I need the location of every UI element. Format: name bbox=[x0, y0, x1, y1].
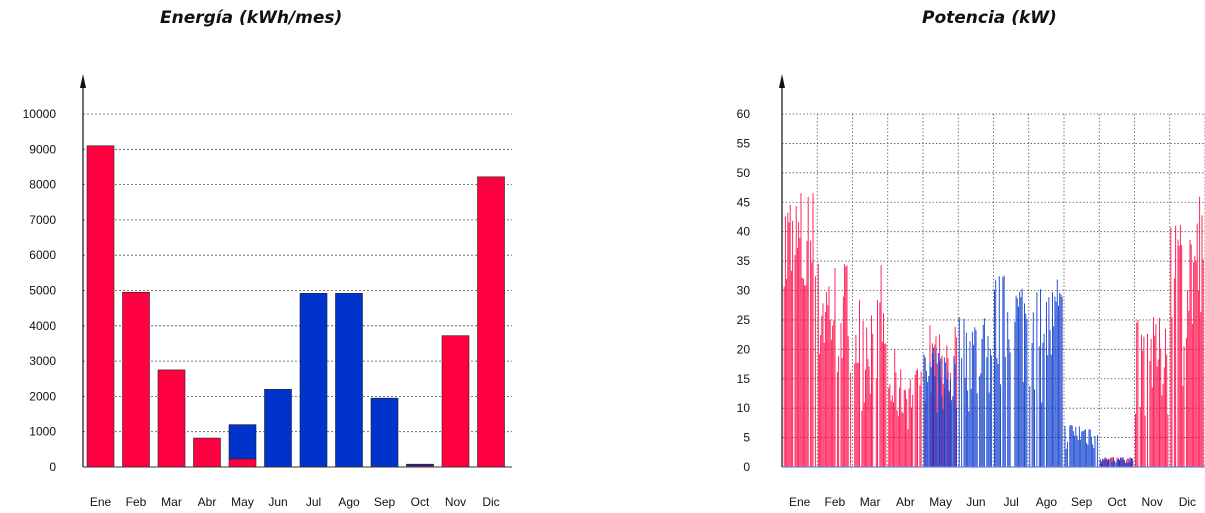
y-tick-label: 7000 bbox=[29, 213, 56, 227]
y-tick-label: 2000 bbox=[29, 389, 56, 403]
x-tick-label: Ene bbox=[90, 495, 112, 509]
x-tick-label: Oct bbox=[1108, 495, 1127, 509]
x-tick-label: Nov bbox=[1141, 495, 1162, 509]
energy-chart: Energía (kWh/mes) 0 1000 2000 3000 4000 5000 6… bbox=[0, 0, 600, 513]
power-chart-title: Potencia (kW) bbox=[922, 8, 1057, 28]
y-tick-label: 5000 bbox=[29, 284, 56, 298]
x-tick-label: Ago bbox=[1036, 495, 1058, 509]
power-spikes-feb-s0 bbox=[817, 263, 852, 467]
x-tick-label: May bbox=[231, 495, 254, 509]
y-tick-label: 25 bbox=[737, 313, 751, 327]
x-tick-label: Feb bbox=[126, 495, 147, 509]
power-spikes-sep-s1 bbox=[1064, 424, 1098, 467]
power-spikes-ago-s1 bbox=[1029, 279, 1063, 467]
x-tick-label: Jul bbox=[306, 495, 321, 509]
bar-mar-s0 bbox=[157, 369, 186, 468]
x-tick-label: Jun bbox=[268, 495, 287, 509]
x-tick-label: Mar bbox=[860, 495, 881, 509]
bar-abr-s0 bbox=[193, 437, 221, 468]
x-tick-label: Ago bbox=[338, 495, 360, 509]
power-chart: Potencia (kW) 0 5 10 15 20 25 30 35 40 45 50 55 60 En… bbox=[600, 0, 1205, 513]
y-tick-label: 55 bbox=[737, 136, 751, 150]
bar-may-s1 bbox=[228, 424, 257, 460]
power-spikes-dic-s0 bbox=[1170, 196, 1204, 467]
x-tick-label: Sep bbox=[1071, 495, 1093, 509]
x-tick-label: Ene bbox=[789, 495, 811, 509]
y-tick-label: 20 bbox=[737, 342, 751, 356]
x-tick-label: May bbox=[929, 495, 952, 509]
bar-ene-s0 bbox=[86, 145, 115, 468]
x-tick-label: Sep bbox=[374, 495, 396, 509]
y-tick-label: 1000 bbox=[29, 425, 56, 439]
y-tick-label: 30 bbox=[737, 284, 751, 298]
y-tick-label: 35 bbox=[737, 254, 751, 268]
y-tick-label: 9000 bbox=[29, 142, 56, 156]
y-tick-label: 10 bbox=[737, 401, 751, 415]
power-spikes-oct-s1 bbox=[1099, 457, 1134, 467]
y-tick-label: 0 bbox=[49, 460, 56, 474]
y-tick-label: 50 bbox=[737, 166, 751, 180]
bar-jun-s1 bbox=[264, 389, 292, 468]
y-tick-label: 10000 bbox=[23, 107, 57, 121]
x-tick-label: Abr bbox=[198, 495, 217, 509]
power-spikes-jul-s1 bbox=[994, 275, 1028, 467]
x-tick-label: Abr bbox=[896, 495, 915, 509]
y-axis-arrow-icon bbox=[779, 74, 785, 88]
x-tick-label: Dic bbox=[482, 495, 499, 509]
y-tick-label: 3000 bbox=[29, 354, 56, 368]
x-tick-label: Nov bbox=[445, 495, 466, 509]
bar-feb-s0 bbox=[122, 291, 150, 468]
bar-sep-s1 bbox=[370, 397, 399, 468]
y-tick-label: 40 bbox=[737, 225, 751, 239]
power-spikes-jun-s1 bbox=[958, 317, 993, 467]
y-tick-label: 45 bbox=[737, 195, 751, 209]
power-spikes-may-s1 bbox=[923, 347, 957, 467]
bar-may-s0 bbox=[228, 458, 257, 468]
x-tick-label: Jun bbox=[966, 495, 985, 509]
y-tick-label: 4000 bbox=[29, 319, 56, 333]
power-spikes-nov-s0 bbox=[1135, 317, 1169, 467]
x-tick-label: Oct bbox=[411, 495, 430, 509]
y-axis-arrow-icon bbox=[80, 74, 86, 88]
y-tick-label: 6000 bbox=[29, 248, 56, 262]
energy-chart-title: Energía (kWh/mes) bbox=[160, 8, 343, 28]
y-tick-label: 15 bbox=[737, 372, 751, 386]
power-spikes-abr-s0 bbox=[888, 349, 922, 467]
y-tick-label: 0 bbox=[743, 460, 750, 474]
x-tick-label: Dic bbox=[1179, 495, 1196, 509]
bar-oct-s1 bbox=[406, 463, 434, 466]
power-spikes-mar-s0 bbox=[854, 265, 887, 467]
bar-nov-s0 bbox=[441, 335, 470, 468]
energy-chart-plot: 0 1000 2000 3000 4000 5000 6000 7000 8000 9000 100… bbox=[23, 74, 512, 509]
y-tick-label: 8000 bbox=[29, 178, 56, 192]
bar-ago-s1 bbox=[335, 293, 363, 468]
bar-jul-s1 bbox=[299, 293, 328, 468]
x-tick-label: Feb bbox=[825, 495, 846, 509]
y-tick-label: 5 bbox=[743, 431, 750, 445]
x-tick-label: Mar bbox=[161, 495, 182, 509]
y-tick-label: 60 bbox=[737, 107, 751, 121]
x-tick-label: Jul bbox=[1003, 495, 1018, 509]
bar-dic-s0 bbox=[477, 176, 505, 468]
power-spikes-ene-s0 bbox=[783, 193, 816, 467]
power-chart-plot: 0 5 10 15 20 25 30 35 40 45 50 55 60 Ene Feb Mar Abr May J… bbox=[737, 74, 1205, 509]
